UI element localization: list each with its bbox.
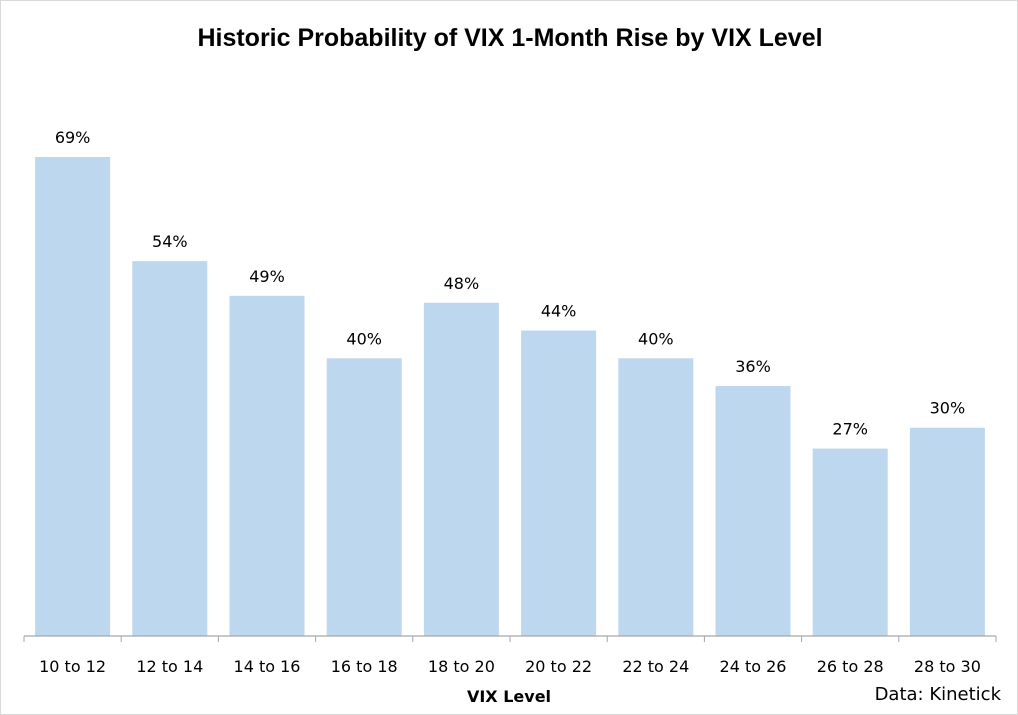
x-tick-label: 26 to 28: [817, 657, 884, 676]
x-tick-label: 12 to 14: [136, 657, 203, 676]
source-note: Data: Kinetick: [875, 684, 1002, 705]
data-label: 48%: [444, 274, 480, 293]
bar-14-to-16: [229, 295, 305, 636]
data-label: 44%: [541, 302, 577, 321]
bar-16-to-18: [326, 358, 402, 636]
x-tick-label: 10 to 12: [39, 657, 106, 676]
bar-10-to-12: [35, 157, 111, 636]
bar-20-to-22: [521, 330, 597, 636]
bar-22-to-24: [618, 358, 694, 636]
data-label: 30%: [930, 399, 966, 418]
x-tick-label: 24 to 26: [720, 657, 787, 676]
data-label: 40%: [346, 329, 382, 348]
x-tick-label: 16 to 18: [331, 657, 398, 676]
chart-title: Historic Probability of VIX 1-Month Rise…: [197, 24, 822, 52]
data-label: 49%: [249, 267, 285, 286]
data-label: 40%: [638, 329, 674, 348]
data-label: 69%: [55, 128, 91, 147]
bar-28-to-30: [909, 427, 985, 636]
x-tick-label: 18 to 20: [428, 657, 495, 676]
bar-24-to-26: [715, 386, 791, 636]
x-tick-label: 22 to 24: [622, 657, 689, 676]
x-axis-title: VIX Level: [467, 687, 551, 706]
bar-18-to-20: [423, 302, 499, 636]
x-axis-ticks-group: 10 to 12 12 to 14 14 to 16 16 to 18 18 to 20…: [23, 636, 997, 676]
data-label: 54%: [152, 232, 188, 251]
data-labels-group: 69% 54% 49% 40% 48% 44% 40% 36% 27% 30%: [55, 128, 965, 439]
bar-12-to-14: [132, 261, 208, 636]
data-label: 36%: [735, 357, 771, 376]
x-tick-label: 14 to 16: [234, 657, 301, 676]
x-tick-label: 20 to 22: [525, 657, 592, 676]
x-tick-label: 28 to 30: [914, 657, 981, 676]
bars-group: [35, 157, 985, 636]
bar-26-to-28: [812, 448, 888, 636]
data-label: 27%: [832, 420, 868, 439]
